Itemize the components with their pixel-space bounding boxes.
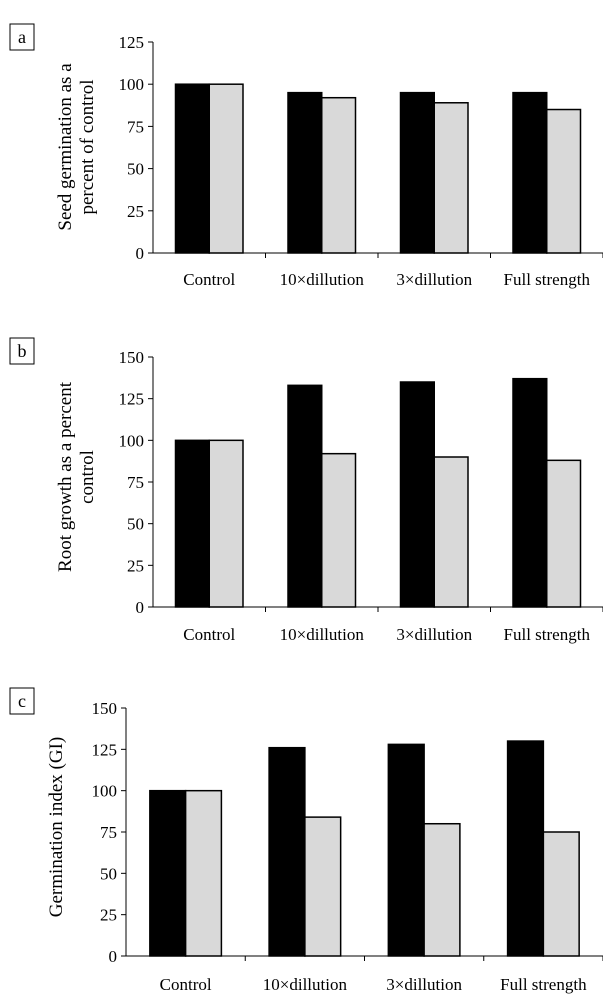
- chart-b-svg: b Root growth as a percent control 0 25 50 75 1…: [9, 337, 603, 644]
- x-category-label: 10×dillution: [263, 975, 348, 994]
- y-tick-label: 75: [127, 473, 144, 492]
- bar-light: [321, 96, 357, 254]
- x-category-label: 3×dillution: [396, 625, 472, 644]
- panel-letter-box: [9, 687, 35, 715]
- bar-light: [304, 816, 342, 957]
- x-category-label: 10×dillution: [280, 270, 365, 289]
- chart-c-svg: c Germination index (GI) 0 25 50 75 100 125 150 C…: [9, 687, 603, 994]
- panel-letter: c: [18, 691, 26, 711]
- bar-dark: [506, 740, 545, 957]
- y-axis-label: control: [77, 450, 98, 504]
- x-category-label: Control: [183, 270, 235, 289]
- bar-dark: [399, 381, 435, 608]
- bar-light: [433, 456, 469, 608]
- bar-dark: [149, 789, 187, 957]
- y-axis-label: percent of control: [77, 79, 98, 214]
- bar-light: [542, 831, 580, 957]
- y-tick-label: 100: [92, 782, 118, 801]
- y-tick-label: 0: [109, 947, 118, 966]
- y-tick-label: 75: [100, 823, 117, 842]
- x-category-label: 3×dillution: [396, 270, 472, 289]
- chart-a-svg: a Seed germination as a percent of control…: [9, 23, 603, 289]
- bar-dark: [399, 91, 435, 254]
- y-tick-label: 50: [127, 515, 144, 534]
- bar-dark: [268, 746, 306, 957]
- panel-letter-box: [9, 23, 35, 51]
- y-tick-label: 25: [100, 906, 117, 925]
- x-category-label: Control: [183, 625, 235, 644]
- y-tick-label: 100: [119, 431, 145, 450]
- y-tick-label: 50: [100, 864, 117, 883]
- x-category-label: Full strength: [504, 270, 591, 289]
- y-axis-label: Germination index (GI): [46, 737, 67, 917]
- bar-light: [546, 108, 582, 254]
- bar-light: [208, 439, 244, 608]
- panel-letter-box: [9, 337, 35, 365]
- y-tick-label: 125: [92, 740, 118, 759]
- x-category-label: 10×dillution: [280, 625, 365, 644]
- y-tick-label: 0: [136, 244, 145, 263]
- y-tick-label: 125: [119, 390, 145, 409]
- x-category-label: Control: [160, 975, 212, 994]
- panel-letter: a: [18, 27, 26, 47]
- y-tick-label: 25: [127, 556, 144, 575]
- bar-light: [546, 459, 582, 608]
- y-tick-label: 125: [119, 33, 145, 52]
- chart-panel-b: b Root growth as a percent control 0 25 50 75 1…: [0, 330, 603, 650]
- y-tick-label: 100: [119, 75, 145, 94]
- bar-dark: [174, 439, 210, 608]
- x-category-label: Full strength: [500, 975, 587, 994]
- bar-light: [423, 822, 461, 957]
- bar-dark: [387, 743, 425, 957]
- bar-dark: [287, 384, 323, 608]
- y-axis-label: Seed germination as a: [55, 63, 76, 231]
- bar-light: [184, 789, 223, 957]
- bar-dark: [512, 91, 548, 254]
- y-tick-label: 50: [127, 160, 144, 179]
- y-axis-label: Root growth as a percent: [55, 381, 76, 572]
- bar-light: [208, 83, 244, 254]
- bar-dark: [512, 377, 548, 608]
- y-tick-label: 150: [92, 699, 118, 718]
- bar-dark: [287, 91, 323, 254]
- chart-panel-c: c Germination index (GI) 0 25 50 75 100 125 150 C…: [0, 680, 603, 994]
- panel-letter: b: [18, 341, 27, 361]
- chart-panel-a: a Seed germination as a percent of control…: [0, 0, 603, 300]
- bar-light: [321, 452, 357, 608]
- x-category-label: Full strength: [504, 625, 591, 644]
- x-category-label: 3×dillution: [386, 975, 462, 994]
- y-tick-label: 0: [136, 598, 145, 617]
- bar-light: [433, 102, 469, 254]
- bar-dark: [174, 83, 210, 254]
- y-tick-label: 25: [127, 202, 144, 221]
- y-tick-label: 75: [127, 117, 144, 136]
- y-tick-label: 150: [119, 348, 145, 367]
